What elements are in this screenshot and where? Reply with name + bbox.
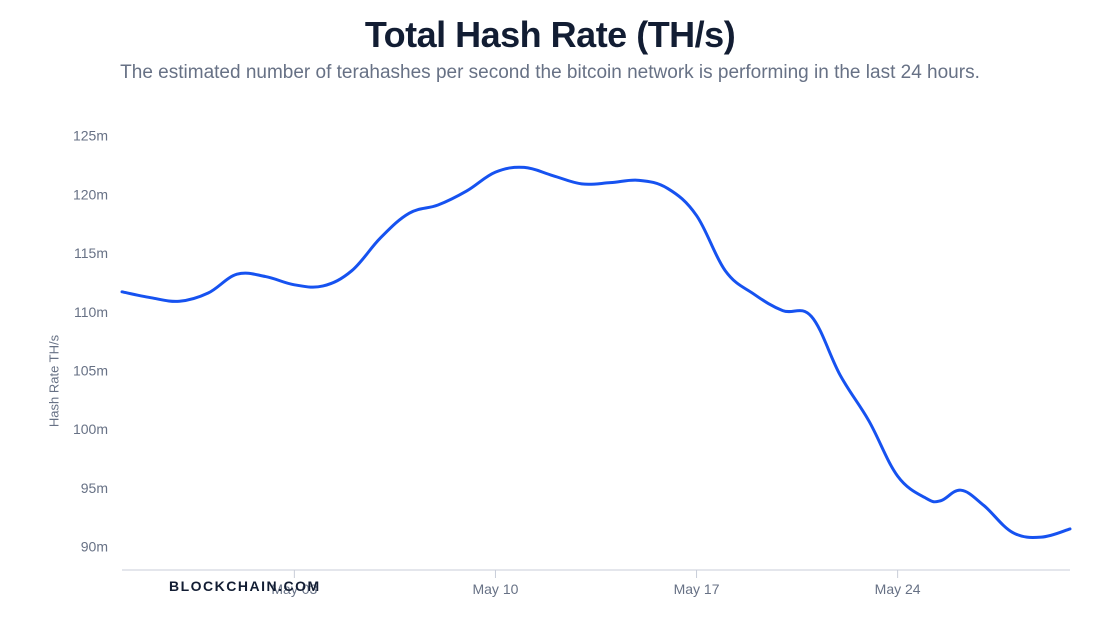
x-tick-label: May 24 xyxy=(875,581,921,597)
y-tick-label: 120m xyxy=(73,186,108,202)
chart-subtitle: The estimated number of terahashes per s… xyxy=(0,62,1100,84)
x-tick-label: May 17 xyxy=(674,581,720,597)
chart-svg: 90m95m100m105m110m115m120m125mMay 03May … xyxy=(52,118,1080,598)
y-tick-label: 90m xyxy=(81,539,108,555)
y-tick-label: 115m xyxy=(74,245,108,261)
x-tick-label: May 10 xyxy=(472,581,518,597)
y-tick-label: 105m xyxy=(73,362,108,378)
plot-area: 90m95m100m105m110m115m120m125mMay 03May … xyxy=(52,118,1080,598)
chart-header: Total Hash Rate (TH/s) The estimated num… xyxy=(0,0,1100,84)
chart-title: Total Hash Rate (TH/s) xyxy=(0,14,1100,56)
y-tick-label: 125m xyxy=(73,128,108,144)
chart-region: Hash Rate TH/s 90m95m100m105m110m115m120… xyxy=(0,118,1100,644)
y-tick-label: 95m xyxy=(81,480,108,496)
watermark: BLOCKCHAIN.COM xyxy=(169,578,321,594)
y-tick-label: 100m xyxy=(73,421,108,437)
hash-rate-line xyxy=(122,167,1070,537)
y-tick-label: 110m xyxy=(74,304,108,320)
